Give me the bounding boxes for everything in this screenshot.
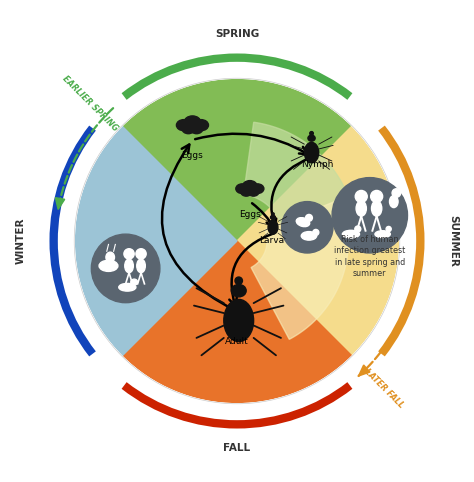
Ellipse shape (137, 259, 146, 273)
Ellipse shape (304, 142, 319, 163)
Circle shape (355, 190, 367, 202)
Ellipse shape (306, 214, 312, 221)
Circle shape (332, 177, 408, 253)
Text: FALL: FALL (223, 443, 251, 454)
Ellipse shape (194, 120, 209, 131)
Polygon shape (55, 198, 64, 210)
Ellipse shape (313, 229, 319, 235)
Text: EARLIER SPRING: EARLIER SPRING (60, 74, 119, 134)
Ellipse shape (272, 213, 274, 215)
Text: Risk of human
infection greatest
in late spring and
summer: Risk of human infection greatest in late… (334, 235, 405, 278)
Ellipse shape (241, 188, 252, 196)
Ellipse shape (99, 260, 118, 271)
Ellipse shape (187, 124, 198, 132)
Ellipse shape (191, 124, 203, 134)
Text: Eggs: Eggs (182, 151, 203, 160)
Polygon shape (244, 122, 355, 233)
Ellipse shape (224, 299, 254, 342)
Ellipse shape (251, 184, 264, 194)
Ellipse shape (184, 116, 201, 128)
Ellipse shape (119, 283, 136, 291)
Ellipse shape (182, 124, 194, 134)
Text: Eggs: Eggs (239, 210, 261, 219)
Ellipse shape (342, 230, 359, 238)
Text: SPRING: SPRING (215, 28, 259, 39)
Ellipse shape (301, 231, 317, 240)
Ellipse shape (248, 188, 259, 196)
Ellipse shape (310, 132, 313, 135)
Ellipse shape (106, 252, 115, 262)
Circle shape (371, 190, 383, 202)
Text: Larva: Larva (259, 236, 284, 245)
Ellipse shape (231, 284, 246, 297)
Ellipse shape (390, 196, 398, 208)
Text: WINTER: WINTER (16, 218, 26, 264)
Wedge shape (48, 53, 426, 429)
Circle shape (136, 249, 146, 259)
Wedge shape (122, 241, 352, 404)
Text: Nymph: Nymph (301, 161, 334, 170)
Ellipse shape (246, 188, 255, 195)
Ellipse shape (356, 201, 366, 216)
Ellipse shape (243, 181, 257, 191)
Ellipse shape (131, 279, 137, 285)
Text: SUMMER: SUMMER (448, 215, 458, 267)
Ellipse shape (176, 120, 191, 131)
Ellipse shape (235, 277, 242, 284)
Ellipse shape (386, 227, 391, 231)
Ellipse shape (268, 220, 278, 234)
Circle shape (392, 189, 401, 197)
Ellipse shape (271, 215, 275, 219)
Text: LATER FALL: LATER FALL (363, 367, 406, 410)
Polygon shape (358, 365, 370, 376)
Circle shape (91, 234, 160, 303)
Polygon shape (251, 199, 348, 339)
Ellipse shape (125, 259, 133, 273)
Wedge shape (237, 126, 400, 356)
Text: Adult: Adult (225, 337, 249, 346)
Circle shape (124, 249, 134, 259)
Circle shape (282, 201, 333, 253)
Ellipse shape (296, 218, 310, 227)
Ellipse shape (375, 231, 391, 238)
Wedge shape (74, 126, 237, 356)
Ellipse shape (236, 184, 249, 194)
Ellipse shape (372, 201, 382, 216)
Ellipse shape (355, 226, 361, 232)
Wedge shape (122, 78, 352, 241)
Ellipse shape (308, 135, 315, 141)
